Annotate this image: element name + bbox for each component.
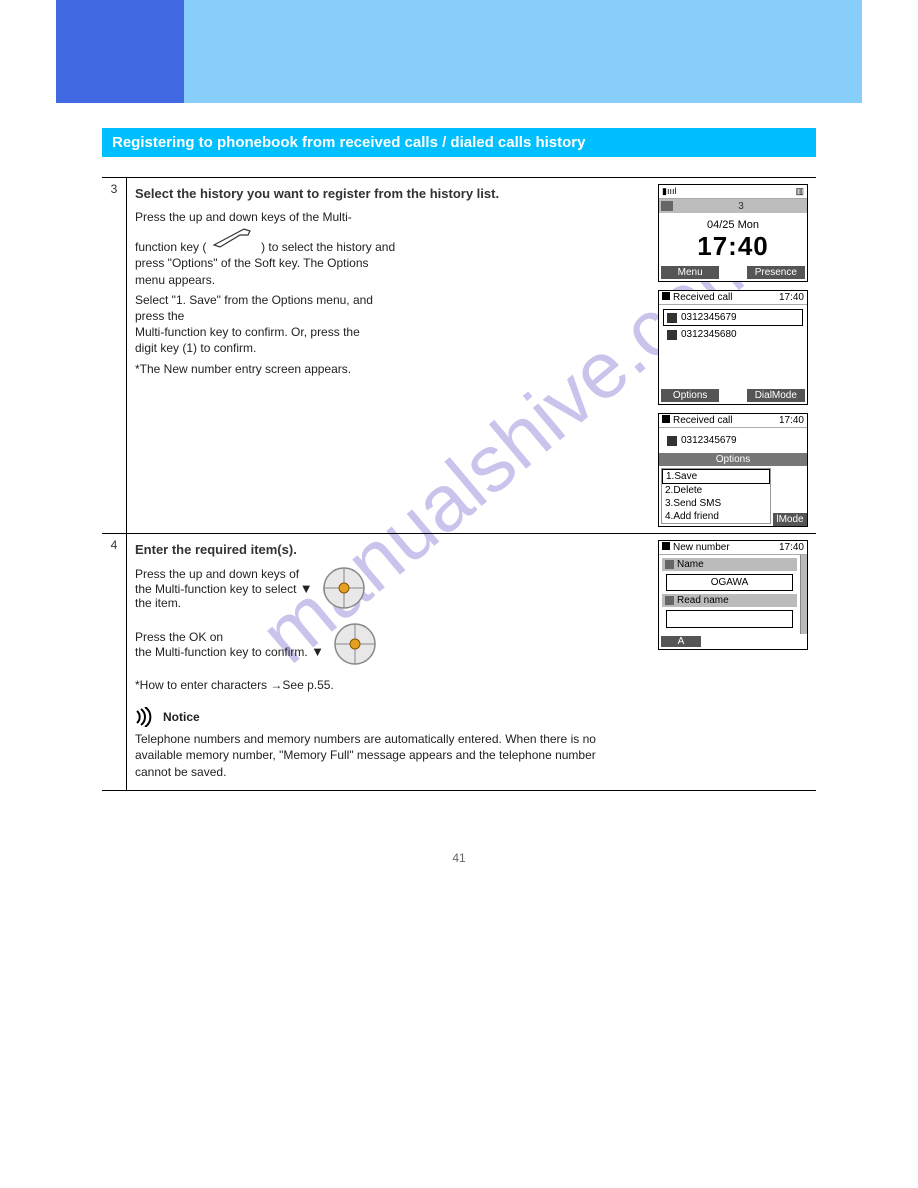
signal-icon: ▮ıııl: [662, 186, 676, 197]
header-accent-light: [184, 0, 862, 103]
hdr-time: 17:40: [779, 542, 804, 553]
step4-l1a: Press the up and down keys of: [135, 567, 299, 581]
step3-l4: menu appears.: [135, 273, 215, 287]
hdr-time: 17:40: [779, 415, 804, 426]
screenshot-home: ▮ıııl ▥ 3 04/25 Mon 17:40: [658, 184, 808, 282]
page-container: Registering to phonebook from received c…: [0, 0, 918, 865]
menu-item-delete[interactable]: 2.Delete: [662, 484, 770, 497]
step4-l2b: the Multi-function key to confirm.: [135, 645, 308, 659]
step3-l2b: ) to select the history and: [261, 240, 395, 254]
field-readname-label: Read name: [662, 594, 797, 607]
softkey-options[interactable]: Options: [661, 389, 719, 402]
screenshot-options-menu: Received call 17:40 0312345679 Options: [658, 413, 808, 527]
page-title: Registering to phonebook from received c…: [102, 128, 816, 157]
step4-note: *How to enter characters →See p.55.: [135, 677, 650, 693]
step3-l1: Press the up and down keys of the Multi-: [135, 210, 352, 224]
hdr-title: New number: [673, 542, 730, 553]
step3-p2l4: digit key (1) to confirm.: [135, 341, 256, 355]
notice-line3: cannot be saved.: [135, 765, 226, 779]
options-menu-title: Options: [659, 453, 807, 466]
step4-l1c: the item.: [135, 596, 181, 610]
softkey-dialmode[interactable]: DialMode: [747, 389, 805, 402]
call-missed-icon: [667, 330, 677, 340]
menu-item-send-sms[interactable]: 3.Send SMS: [662, 497, 770, 510]
notice-line1: Telephone numbers and memory numbers are…: [135, 732, 596, 746]
battery-icon: ▥: [795, 186, 804, 197]
hdr-title: Received call: [673, 415, 732, 426]
sound-wave-icon: [135, 707, 159, 727]
step3-note: *The New number entry screen appears.: [135, 361, 650, 377]
softkey-presence[interactable]: Presence: [747, 266, 805, 279]
list-item[interactable]: 0312345679: [663, 309, 803, 326]
content-table: 3 Select the history you want to registe…: [102, 177, 816, 791]
header-band: [56, 0, 862, 103]
step3-text: Select the history you want to register …: [135, 184, 658, 527]
step3-p2l1: Select "1. Save" from the Options menu, …: [135, 293, 373, 307]
step-row-3: 3 Select the history you want to registe…: [102, 178, 816, 534]
list-number-2: 0312345680: [681, 329, 737, 340]
call-in-icon: [667, 313, 677, 323]
hdr-time: 17:40: [779, 292, 804, 303]
step3-p2l3: Multi-function key to confirm. Or, press…: [135, 325, 360, 339]
screenshot-new-number: New number 17:40 Name: [658, 540, 808, 650]
home-date: 04/25 Mon: [659, 219, 807, 231]
step-number-4: 4: [102, 534, 127, 790]
step4-l2a: Press the OK on: [135, 630, 223, 644]
dpad-icon: [321, 565, 367, 611]
cursor-hand-icon: [210, 225, 258, 251]
title-icon: [662, 292, 670, 300]
header-accent-dark: [56, 0, 184, 103]
shown-number: 0312345679: [681, 435, 737, 446]
menu-item-add-friend[interactable]: 4.Add friend: [662, 510, 770, 523]
list-item: 0312345679: [663, 432, 803, 449]
step3-p2l2: press the: [135, 309, 184, 323]
list-number-1: 0312345679: [681, 312, 737, 323]
step4-screens: New number 17:40 Name: [658, 540, 808, 784]
notice-label: Notice: [135, 707, 200, 727]
step4-l1b: the Multi-function key to select: [135, 582, 300, 596]
page-number: 41: [0, 851, 918, 865]
step3-screens: ▮ıııl ▥ 3 04/25 Mon 17:40: [658, 184, 808, 527]
step4-text: Enter the required item(s). Press the up…: [135, 540, 658, 784]
tab-icon: [661, 201, 673, 211]
step3-heading: Select the history you want to register …: [135, 186, 650, 201]
home-time: 17:40: [659, 231, 807, 262]
tab-number: 3: [677, 201, 805, 212]
hdr-title: Received call: [673, 292, 732, 303]
person-icon: [665, 596, 674, 605]
call-in-icon: [667, 436, 677, 446]
softkey-fragment: lMode: [773, 513, 807, 526]
softkey-menu[interactable]: Menu: [661, 266, 719, 279]
notice-line2: available memory number, "Memory Full" m…: [135, 748, 596, 762]
list-item[interactable]: 0312345680: [663, 326, 803, 343]
step3-l2a: function key (: [135, 240, 206, 254]
triangle-down-icon: ▼: [300, 581, 313, 596]
screenshot-received-list: Received call 17:40 0312345679: [658, 290, 808, 405]
field-name-label: Name: [662, 558, 797, 571]
step3-l3: press "Options" of the Soft key. The Opt…: [135, 256, 369, 270]
dpad-icon: [332, 621, 378, 667]
title-icon: [662, 415, 670, 423]
scrollbar[interactable]: [800, 555, 807, 634]
menu-item-save[interactable]: 1.Save: [662, 469, 770, 484]
step-row-4: 4 Enter the required item(s). Press the …: [102, 534, 816, 791]
field-name-value[interactable]: OGAWA: [666, 574, 793, 591]
person-icon: [665, 560, 674, 569]
input-mode-indicator: A: [661, 636, 701, 647]
step4-heading: Enter the required item(s).: [135, 542, 650, 557]
field-readname-value[interactable]: [666, 610, 793, 628]
triangle-down-icon: ▼: [311, 644, 324, 659]
title-icon: [662, 542, 670, 550]
step-number-3: 3: [102, 178, 127, 533]
